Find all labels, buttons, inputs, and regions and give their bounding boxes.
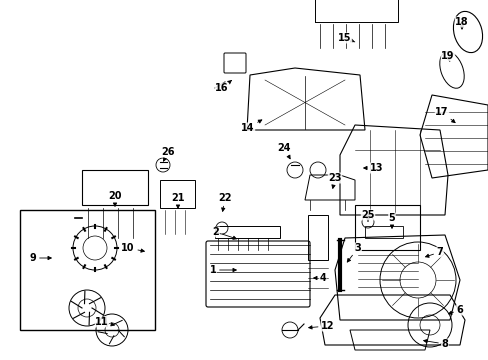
Text: 3: 3 (346, 243, 361, 262)
Text: 4: 4 (313, 273, 325, 283)
Text: 22: 22 (218, 193, 231, 211)
Bar (364, 226, 402, 238)
Text: 6: 6 (447, 305, 463, 315)
Bar (354, 205, 419, 250)
Text: 10: 10 (121, 243, 144, 253)
Bar (82, 170, 148, 205)
Text: 12: 12 (308, 321, 334, 331)
Text: 25: 25 (361, 210, 374, 221)
Text: 18: 18 (454, 17, 468, 29)
Text: 15: 15 (338, 33, 354, 43)
Text: 2: 2 (212, 227, 236, 239)
Bar (314, 0, 397, 22)
Text: 26: 26 (161, 147, 174, 161)
Bar (160, 180, 195, 208)
Bar (215, 226, 280, 238)
Text: 1: 1 (209, 265, 236, 275)
Bar (20, 210, 155, 330)
Text: 9: 9 (30, 253, 51, 263)
Text: 16: 16 (215, 81, 231, 93)
Text: 17: 17 (434, 107, 454, 123)
Text: 7: 7 (425, 247, 443, 257)
Text: 24: 24 (277, 143, 290, 159)
Bar (307, 215, 327, 260)
Text: 8: 8 (423, 339, 447, 349)
Text: 14: 14 (241, 120, 261, 133)
Text: 19: 19 (440, 51, 454, 62)
Text: 11: 11 (95, 317, 114, 327)
Text: 13: 13 (363, 163, 383, 173)
Text: 5: 5 (388, 213, 395, 228)
Text: 21: 21 (171, 193, 184, 208)
Text: 20: 20 (108, 191, 122, 206)
Text: 23: 23 (327, 173, 341, 188)
